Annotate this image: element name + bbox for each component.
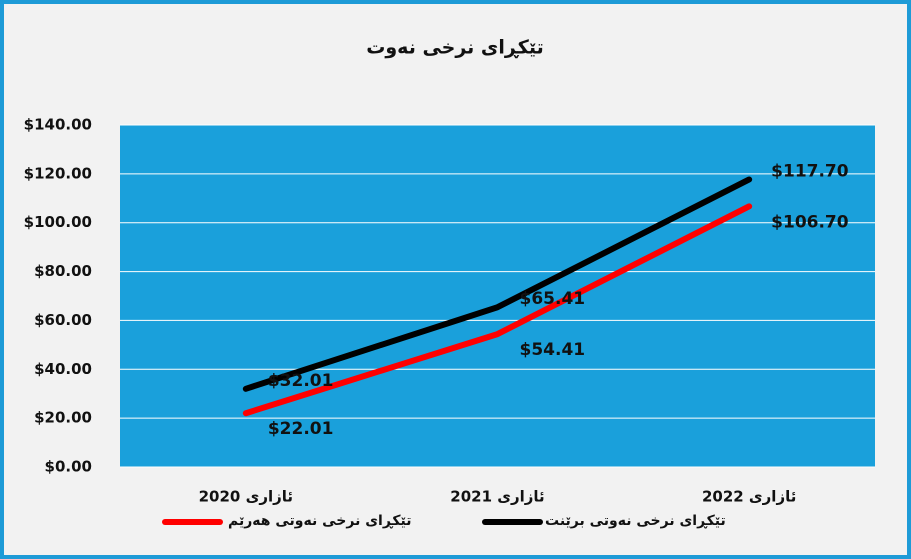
legend-label: تێکڕای نرخی نەوتی برێنت	[545, 513, 726, 529]
y-tick-label: $0.00	[45, 458, 92, 476]
plot-area	[120, 125, 875, 467]
legend-label: تێکڕای نرخی نەوتی هەرێم	[228, 513, 411, 529]
chart-title: تێکڕای نرخی نەوت	[366, 37, 543, 59]
data-label: $65.41	[520, 289, 586, 309]
data-label: $54.41	[520, 340, 586, 360]
y-tick-label: $140.00	[24, 116, 92, 134]
data-label: $22.01	[268, 419, 334, 439]
data-label: $106.70	[771, 212, 849, 232]
y-tick-label: $40.00	[34, 360, 92, 378]
x-tick-label: ئازاری 2020	[199, 488, 293, 506]
y-tick-label: $60.00	[34, 311, 92, 329]
y-tick-label: $100.00	[24, 213, 92, 231]
x-tick-label: ئازاری 2021	[450, 488, 544, 506]
y-tick-label: $20.00	[34, 409, 92, 427]
y-tick-label: $120.00	[24, 164, 92, 182]
x-tick-label: ئازاری 2022	[702, 488, 796, 506]
y-tick-label: $80.00	[34, 262, 92, 280]
data-label: $117.70	[771, 161, 849, 181]
series-line	[242, 176, 753, 392]
series-line	[242, 203, 753, 417]
data-label: $32.01	[268, 371, 334, 391]
